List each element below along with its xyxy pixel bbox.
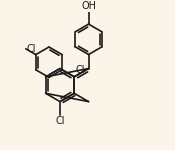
- Text: Cl: Cl: [75, 65, 85, 75]
- Text: OH: OH: [81, 0, 96, 10]
- Text: Cl: Cl: [27, 44, 36, 54]
- Text: Cl: Cl: [55, 116, 65, 126]
